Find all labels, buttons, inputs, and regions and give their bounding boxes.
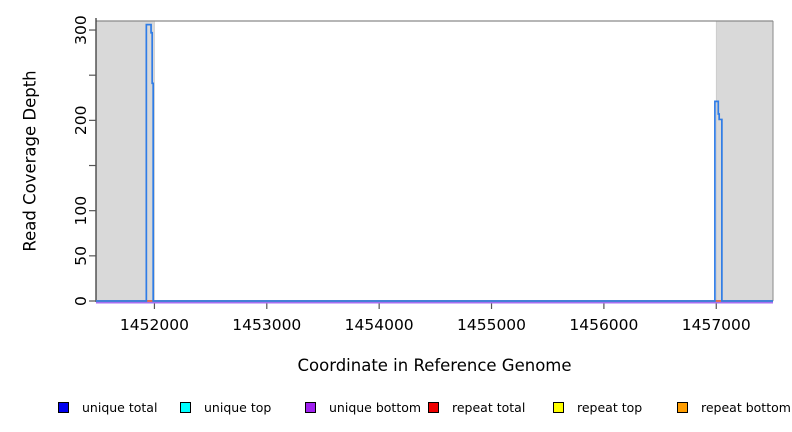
y-tick-label: 100 (72, 196, 90, 226)
legend-item-unique-total: unique total (58, 397, 157, 417)
y-tick-label: 50 (72, 246, 90, 266)
legend-item-unique-bottom: unique bottom (305, 397, 421, 417)
legend-swatch-unique-total (58, 401, 69, 413)
x-tick-label: 1454000 (345, 316, 414, 334)
legend-label-unique-bottom: unique bottom (329, 399, 422, 415)
coverage-plot-canvas: 0 50 100 200 300 1452000 1453000 1454000 1455000… (72, 15, 774, 334)
x-tick-label: 1457000 (682, 316, 751, 334)
legend-swatch-repeat-total (428, 401, 439, 413)
y-tick-label: 0 (72, 296, 90, 306)
legend-item-unique-top: unique top (180, 397, 271, 417)
legend-label-unique-top: unique top (204, 399, 272, 415)
y-tick-label: 200 (72, 106, 90, 136)
x-tick-label: 1456000 (569, 316, 638, 334)
legend-label-repeat-total: repeat total (452, 399, 526, 415)
legend: unique total unique top unique bottom repea… (0, 397, 792, 421)
x-tick-label: 1452000 (120, 316, 189, 334)
legend-item-repeat-top: repeat top (553, 397, 642, 417)
legend-item-repeat-bottom: repeat bottom (677, 397, 791, 417)
legend-swatch-repeat-top (553, 401, 564, 413)
series-line-unique-total (96, 23, 773, 302)
x-tick-label: 1453000 (232, 316, 301, 334)
y-axis-title: Read Coverage Depth (20, 70, 40, 252)
legend-label-unique-total: unique total (82, 399, 158, 415)
legend-label-repeat-bottom: repeat bottom (701, 399, 791, 415)
legend-item-repeat-total: repeat total (428, 397, 525, 417)
x-tick-label: 1455000 (457, 316, 526, 334)
legend-swatch-unique-bottom (305, 401, 316, 413)
legend-swatch-unique-top (180, 401, 191, 413)
legend-swatch-repeat-bottom (677, 401, 688, 413)
flank-shaded-region (95, 20, 155, 302)
flank-shaded-region (715, 20, 774, 302)
y-tick-label: 300 (72, 15, 90, 45)
legend-label-repeat-top: repeat top (577, 399, 643, 415)
x-axis-title: Coordinate in Reference Genome (297, 356, 572, 375)
